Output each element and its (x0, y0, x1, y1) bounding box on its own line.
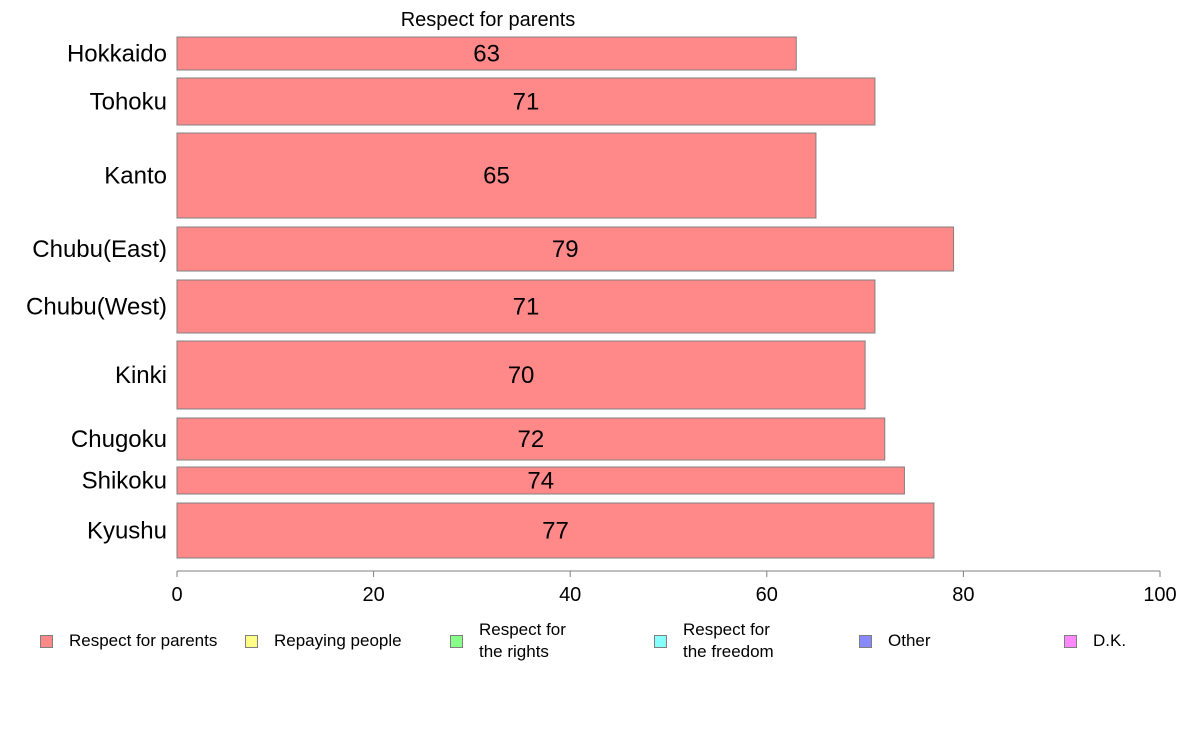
bar-chubu-east (176, 226, 955, 272)
value-label-shikoku: 74 (527, 468, 554, 495)
legend-item-repaying-people: Repaying people (245, 618, 402, 664)
category-label-chubu-west: Chubu(West) (26, 294, 167, 321)
legend-swatch (654, 634, 667, 648)
legend: Respect for parents Repaying people Resp… (0, 618, 1188, 678)
bar-kinki (176, 340, 866, 410)
legend-item-respect-for-parents: Respect for parents (40, 618, 217, 664)
legend-item-respect-for-the-rights: Respect for the rights (450, 618, 566, 664)
legend-item-dk: D.K. (1064, 618, 1126, 664)
x-tick-label-0: 0 (171, 584, 182, 606)
legend-label: Other (888, 631, 931, 650)
x-tick-label-80: 80 (952, 584, 974, 606)
value-label-kyushu: 77 (542, 518, 569, 545)
x-tick-label-100: 100 (1143, 584, 1176, 606)
legend-swatch (40, 634, 53, 648)
value-label-hokkaido: 63 (473, 41, 500, 68)
category-label-kanto: Kanto (104, 163, 167, 190)
legend-item-respect-for-the-freedom: Respect for the freedom (654, 618, 774, 664)
bar-kanto (176, 132, 817, 219)
category-label-hokkaido: Hokkaido (67, 41, 167, 68)
bar-shikoku (176, 466, 905, 495)
bar-tohoku (176, 77, 876, 126)
value-label-tohoku: 71 (513, 89, 540, 116)
legend-item-other: Other (859, 618, 931, 664)
bar-chugoku (176, 417, 886, 461)
bar-group: Hokkaido 63 Tohoku 71 Kanto 65 Chubu(East) 79 Ch… (26, 36, 955, 559)
category-label-chubu-east: Chubu(East) (32, 236, 167, 263)
x-tick-label-20: 20 (362, 584, 384, 606)
bar-kyushu (176, 502, 935, 559)
x-tick-label-60: 60 (756, 584, 778, 606)
legend-label: Respect for the freedom (683, 620, 774, 661)
value-label-chubu-east: 79 (552, 236, 579, 263)
bar-chubu-west (176, 279, 876, 334)
x-axis: 0 20 40 60 80 100 (171, 570, 1177, 606)
bar-hokkaido (176, 36, 797, 71)
legend-swatch (1064, 634, 1077, 648)
category-label-kinki: Kinki (115, 362, 167, 389)
legend-swatch (859, 634, 872, 648)
category-label-chugoku: Chugoku (71, 426, 167, 453)
chart-title: Respect for parents (401, 9, 576, 31)
value-label-chubu-west: 71 (513, 294, 540, 321)
legend-label: D.K. (1093, 631, 1127, 650)
legend-label: Respect for parents (69, 631, 218, 650)
category-label-kyushu: Kyushu (87, 518, 167, 545)
category-label-tohoku: Tohoku (90, 89, 167, 116)
legend-swatch (245, 634, 258, 648)
value-label-kinki: 70 (508, 362, 535, 389)
value-label-chugoku: 72 (518, 426, 545, 453)
legend-swatch (450, 634, 463, 648)
legend-label: Respect for the rights (479, 620, 566, 661)
value-label-kanto: 65 (483, 163, 510, 190)
category-label-shikoku: Shikoku (82, 468, 167, 495)
x-tick-label-40: 40 (559, 584, 581, 606)
legend-label: Repaying people (274, 631, 402, 650)
